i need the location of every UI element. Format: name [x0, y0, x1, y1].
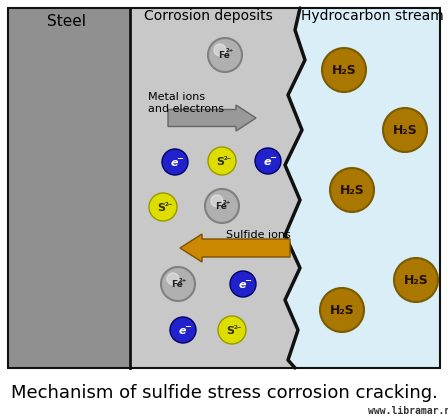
Circle shape	[211, 195, 223, 207]
Circle shape	[383, 108, 427, 152]
Text: Fe: Fe	[171, 279, 183, 289]
Polygon shape	[8, 8, 130, 368]
Circle shape	[394, 258, 438, 302]
Text: 2+: 2+	[226, 49, 234, 54]
Text: 2+: 2+	[179, 277, 187, 282]
Text: −: −	[245, 277, 251, 285]
Text: S: S	[216, 157, 224, 167]
Text: H₂S: H₂S	[332, 64, 356, 77]
Text: H₂S: H₂S	[340, 184, 364, 197]
FancyArrow shape	[180, 234, 290, 262]
Text: −: −	[177, 155, 184, 163]
Text: 2−: 2−	[234, 324, 242, 329]
Text: Hydrocarbon stream: Hydrocarbon stream	[301, 9, 444, 23]
Circle shape	[161, 267, 195, 301]
Circle shape	[218, 316, 246, 344]
Text: −: −	[185, 323, 191, 331]
Text: −: −	[270, 153, 276, 163]
Text: Mechanism of sulfide stress corrosion cracking.: Mechanism of sulfide stress corrosion cr…	[11, 384, 437, 402]
Text: Fe: Fe	[218, 51, 230, 59]
Text: 2−: 2−	[165, 202, 173, 207]
Polygon shape	[285, 8, 440, 368]
Text: H₂S: H₂S	[330, 303, 354, 316]
Text: e: e	[263, 157, 271, 167]
Text: 2−: 2−	[224, 155, 232, 160]
Circle shape	[208, 147, 236, 175]
FancyArrow shape	[168, 105, 256, 131]
Circle shape	[320, 288, 364, 332]
Circle shape	[214, 44, 226, 56]
Text: e: e	[238, 280, 246, 290]
Text: S: S	[157, 203, 165, 213]
Circle shape	[149, 193, 177, 221]
Circle shape	[167, 273, 179, 285]
Text: H₂S: H₂S	[392, 124, 418, 137]
Circle shape	[330, 168, 374, 212]
Text: Corrosion deposits: Corrosion deposits	[144, 9, 272, 23]
Text: S: S	[226, 326, 234, 336]
Circle shape	[230, 271, 256, 297]
Circle shape	[170, 317, 196, 343]
Text: 2+: 2+	[223, 199, 231, 204]
Circle shape	[205, 189, 239, 223]
Text: Fe: Fe	[215, 202, 227, 210]
Circle shape	[162, 149, 188, 175]
Text: www.libramar.net: www.libramar.net	[368, 406, 448, 416]
Text: e: e	[178, 326, 186, 336]
Circle shape	[255, 148, 281, 174]
Text: Metal ions
and electrons: Metal ions and electrons	[148, 92, 224, 114]
Text: Sulfide ions: Sulfide ions	[226, 230, 290, 240]
Polygon shape	[130, 8, 305, 368]
Circle shape	[208, 38, 242, 72]
Text: Steel: Steel	[47, 15, 86, 29]
Text: e: e	[170, 158, 178, 168]
Text: H₂S: H₂S	[404, 274, 428, 287]
Circle shape	[322, 48, 366, 92]
